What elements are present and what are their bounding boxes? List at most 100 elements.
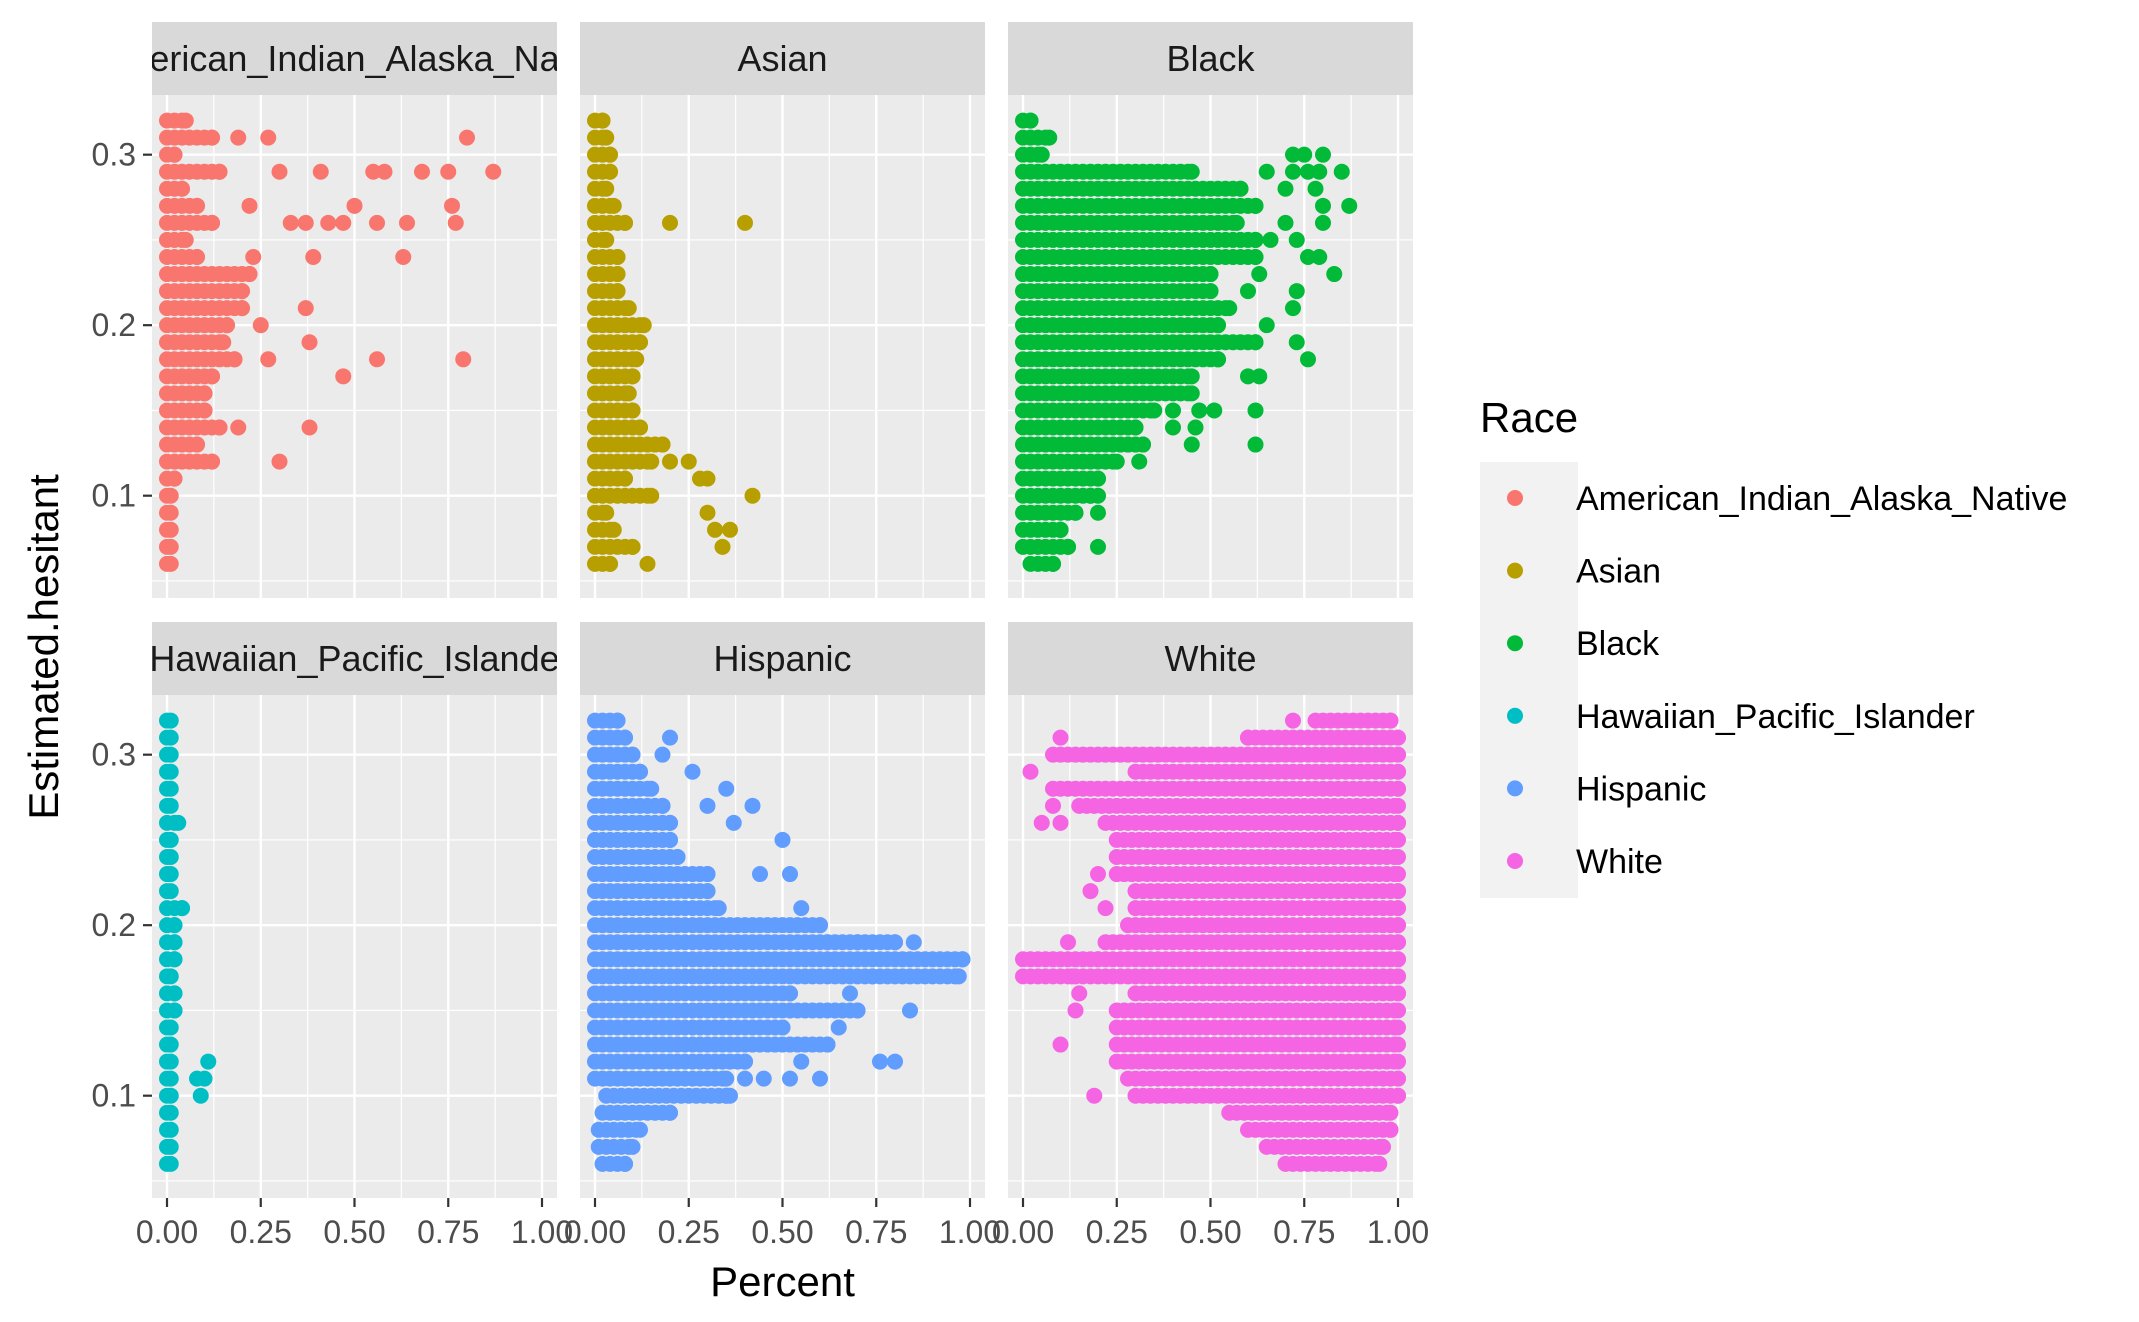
data-point [1090,470,1106,487]
facet-strip-label: Black [1166,38,1255,79]
data-point [226,351,243,368]
data-point [335,214,352,231]
data-point [166,951,183,968]
data-point [1202,266,1219,283]
data-point [211,163,228,180]
x-tick-label: 1.00 [1367,1214,1429,1250]
data-point [1285,146,1301,163]
y-tick-label: 0.3 [92,137,136,173]
data-point [177,231,194,248]
data-point [162,1121,179,1138]
points-Asian [587,112,761,572]
data-point [1247,231,1264,248]
data-point [1022,763,1039,780]
data-point [902,1002,918,1019]
data-point [1067,504,1084,521]
data-point [174,180,190,197]
data-point [1390,797,1406,814]
data-point [654,797,671,814]
y-tick-label: 0.1 [92,1078,136,1114]
data-point [1090,951,1106,968]
data-point [204,129,220,146]
data-point [166,1002,183,1019]
data-point [1183,163,1200,180]
data-point [624,746,641,763]
data-point [819,934,836,951]
data-point [1390,763,1406,780]
data-point [605,521,622,538]
y-tick-label: 0.2 [92,907,136,943]
data-point [722,521,738,538]
data-point [1258,163,1275,180]
data-point [1390,814,1406,831]
data-point [1375,1138,1391,1155]
data-point [905,934,922,951]
data-point [1390,1002,1406,1019]
data-point [624,1138,641,1155]
data-point [211,419,228,436]
data-point [252,317,269,334]
data-point [459,129,475,146]
data-point [707,521,723,538]
data-point [162,883,179,900]
data-point [241,197,258,214]
data-point [669,848,686,865]
points-American_Indian_Alaska_Native [159,112,502,572]
y-axis-title: Estimated.hesitant [20,474,67,820]
facet-strip [1008,622,1413,695]
data-point [1120,436,1136,453]
facet-panel: Asian [580,22,985,598]
data-point [782,1070,798,1087]
facet-panel: erican_Indian_Alaska_Na [152,22,557,598]
data-point [166,917,183,934]
data-point [414,163,430,180]
data-point [196,1070,213,1087]
data-point [699,883,716,900]
x-axis-title: Percent [710,1258,855,1305]
legend-key [1480,679,1578,753]
data-point [1090,487,1106,504]
data-point [1045,555,1061,572]
data-point [1285,712,1301,729]
facet-panels: erican_Indian_Alaska_Na Asian Black Hawaiia… [149,22,1413,1198]
y-tick-label: 0.2 [92,307,136,343]
data-point [1300,248,1316,265]
data-point [1390,883,1406,900]
legend-key [1480,752,1578,825]
data-point [1240,368,1256,385]
data-point [1371,1155,1388,1172]
data-point [1232,180,1249,197]
data-point [1206,402,1223,419]
data-point [1251,368,1268,385]
data-point [297,214,314,231]
data-point [632,334,648,351]
data-point [849,1002,866,1019]
data-point [1390,985,1406,1002]
data-point [887,934,903,951]
data-point [643,487,660,504]
data-point [1285,163,1301,180]
data-point [722,1087,738,1104]
data-point [617,729,633,746]
data-point [699,504,716,521]
data-point [774,1019,791,1036]
data-point [1247,197,1264,214]
data-point [1288,283,1305,300]
data-point [162,538,179,555]
data-point [782,985,798,1002]
data-point [260,129,277,146]
legend-label: Black [1576,625,1660,663]
data-point [219,317,235,334]
data-point [1300,163,1316,180]
legend-key [1480,462,1578,535]
facet-strip-label: Hawaiian_Pacific_Islande [149,638,559,679]
data-point [1288,231,1305,248]
legend-title: Race [1480,394,1578,441]
data-point [632,1121,648,1138]
data-point [1131,453,1148,470]
data-point [162,848,179,865]
data-point [782,866,798,883]
data-point [598,129,615,146]
data-point [1022,112,1039,129]
